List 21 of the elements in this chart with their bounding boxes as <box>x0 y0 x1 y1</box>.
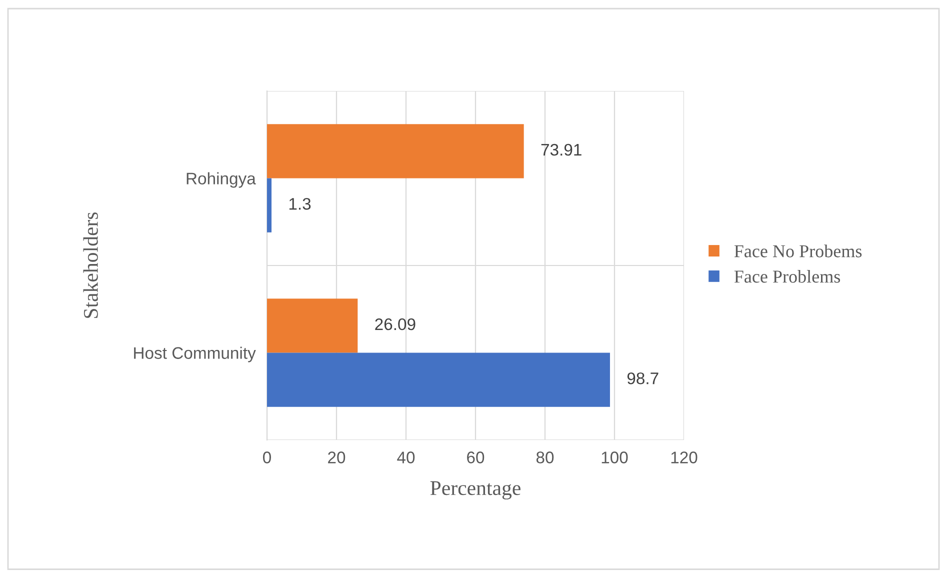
y-tick-label: Rohingya <box>186 172 256 188</box>
data-label: 26.09 <box>375 318 416 330</box>
x-axis-title: Percentage <box>430 481 520 500</box>
x-tick-label: 0 <box>263 452 271 464</box>
data-label: 73.91 <box>541 144 582 156</box>
bar <box>267 298 358 353</box>
x-tick-label: 60 <box>467 452 484 464</box>
x-tick-label: 120 <box>671 452 698 464</box>
x-tick-label: 80 <box>536 452 554 464</box>
bar <box>267 352 610 407</box>
bar <box>267 178 272 232</box>
x-tick-label: 20 <box>328 452 346 464</box>
x-tick-label: 40 <box>397 452 415 464</box>
y-axis-title: Stakeholders <box>83 212 98 318</box>
bar <box>267 124 524 178</box>
data-label: 1.3 <box>289 198 311 210</box>
y-tick-label: Host Community <box>134 346 256 362</box>
x-tick-label: 100 <box>602 452 628 464</box>
data-label: 98.7 <box>627 372 658 384</box>
legend-label: Face Problems <box>734 270 840 283</box>
legend-label: Face No Probems <box>734 244 862 258</box>
